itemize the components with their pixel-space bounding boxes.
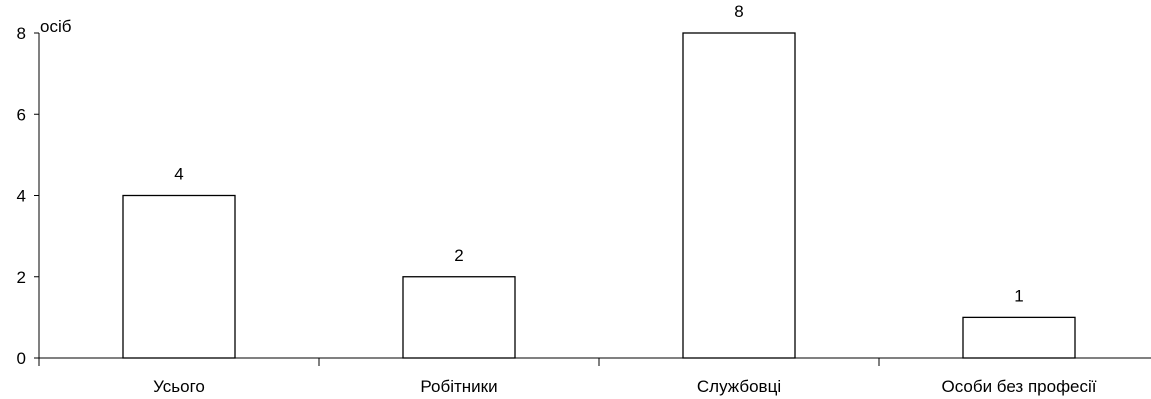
- data-label: 1: [1014, 286, 1023, 305]
- data-label: 4: [174, 165, 183, 184]
- x-category-label: Усього: [153, 377, 205, 396]
- data-label: 2: [454, 246, 463, 265]
- y-tick-label: 2: [17, 268, 26, 287]
- y-tick-label: 0: [17, 349, 26, 368]
- bar-4: [962, 316, 1076, 359]
- y-tick-label: 6: [17, 105, 26, 124]
- bar-1: [122, 194, 236, 359]
- y-axis-unit-label: осіб: [40, 17, 72, 36]
- bar-3: [682, 32, 796, 359]
- data-labels: 4 2 8 1: [174, 2, 1023, 305]
- x-axis: Усього Робітники Службовці Особи без профес…: [38, 357, 1151, 396]
- bar-2: [402, 276, 516, 359]
- bars: [122, 32, 1076, 359]
- y-tick-label: 8: [17, 24, 26, 43]
- x-category-label: Робітники: [420, 377, 497, 396]
- y-tick-label: 4: [17, 187, 26, 206]
- x-category-label: Службовці: [697, 377, 781, 396]
- data-label: 8: [734, 2, 743, 21]
- x-category-label: Особи без професії: [941, 377, 1096, 396]
- y-axis: 0 2 4 6 8: [17, 24, 40, 368]
